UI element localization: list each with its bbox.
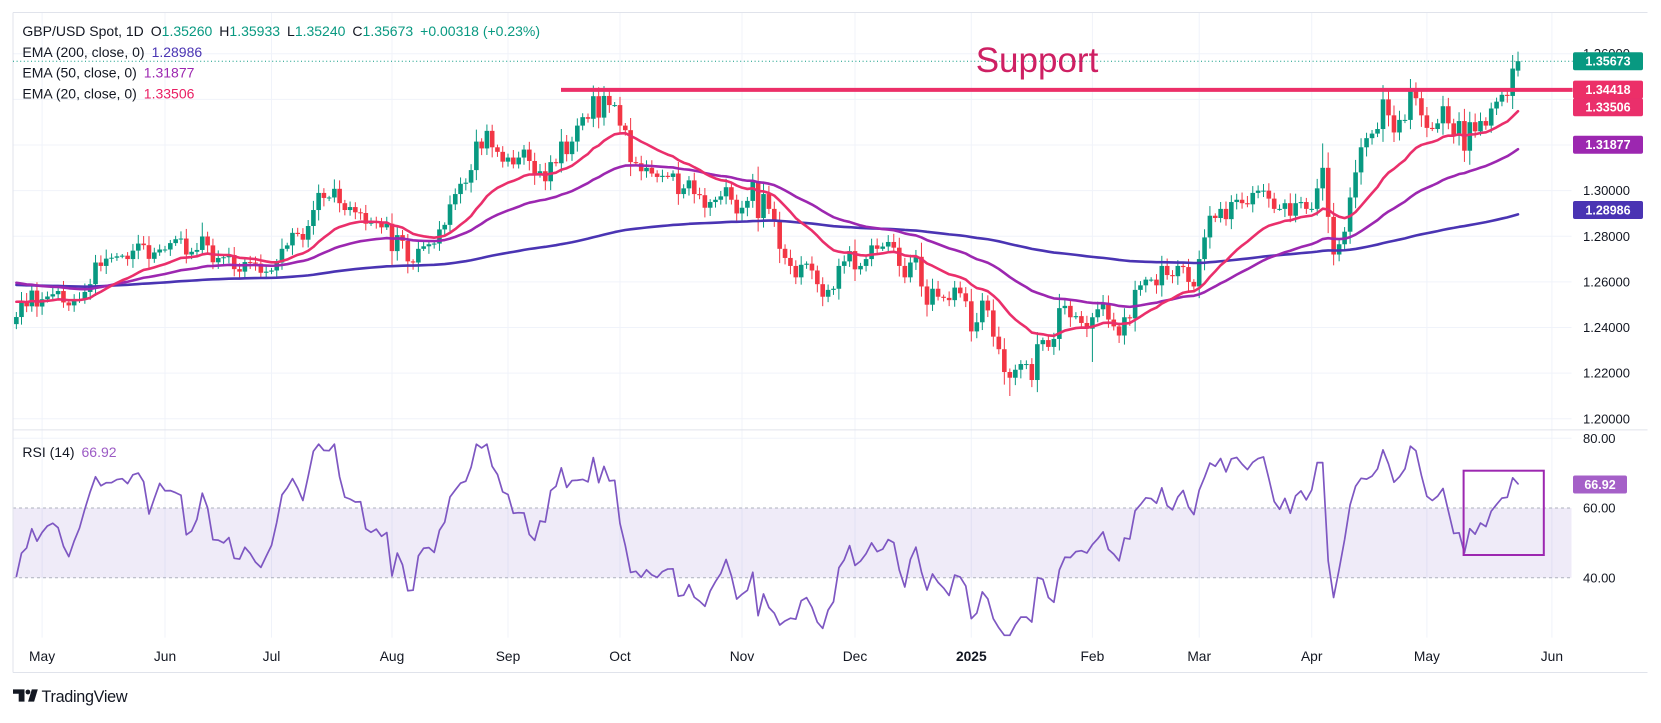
svg-text:May: May [1414, 649, 1440, 664]
svg-text:EMA (200, close, 0) 1.28986: EMA (200, close, 0) 1.28986 [22, 44, 202, 60]
svg-text:1.20000: 1.20000 [1583, 411, 1630, 426]
svg-text:TradingView: TradingView [42, 688, 128, 706]
svg-text:1.30000: 1.30000 [1583, 183, 1630, 198]
svg-text:Feb: Feb [1081, 649, 1105, 664]
svg-text:40.00: 40.00 [1583, 570, 1616, 585]
svg-text:May: May [29, 649, 55, 664]
svg-text:Apr: Apr [1301, 649, 1323, 664]
svg-text:Sep: Sep [496, 649, 521, 664]
svg-text:Aug: Aug [380, 649, 405, 664]
svg-text:1.31877: 1.31877 [1585, 138, 1630, 152]
svg-text:Oct: Oct [609, 649, 631, 664]
svg-text:RSI (14) 66.92: RSI (14) 66.92 [22, 444, 116, 460]
svg-text:2025: 2025 [956, 649, 987, 664]
svg-text:1.28986: 1.28986 [1585, 203, 1630, 217]
svg-text:80.00: 80.00 [1583, 431, 1616, 446]
svg-text:1.24000: 1.24000 [1583, 320, 1630, 335]
svg-text:66.92: 66.92 [1584, 478, 1615, 492]
svg-text:Nov: Nov [730, 649, 755, 664]
svg-text:1.35673: 1.35673 [1585, 55, 1630, 69]
svg-text:1.34418: 1.34418 [1585, 83, 1630, 97]
svg-text:GBP/USD Spot, 1D O1.35260 H1.3: GBP/USD Spot, 1D O1.35260 H1.35933 L1.35… [22, 23, 540, 39]
svg-text:1.26000: 1.26000 [1583, 274, 1630, 289]
svg-text:EMA (50, close, 0) 1.31877: EMA (50, close, 0) 1.31877 [22, 65, 194, 81]
svg-text:Jun: Jun [1541, 649, 1563, 664]
svg-text:1.22000: 1.22000 [1583, 366, 1630, 381]
svg-text:Jun: Jun [154, 649, 176, 664]
svg-text:Support: Support [976, 41, 1099, 80]
svg-text:Dec: Dec [843, 649, 868, 664]
svg-text:Mar: Mar [1187, 649, 1211, 664]
svg-text:EMA (20, close, 0) 1.33506: EMA (20, close, 0) 1.33506 [22, 85, 194, 101]
svg-text:60.00: 60.00 [1583, 501, 1616, 516]
svg-text:1.28000: 1.28000 [1583, 229, 1630, 244]
svg-text:1.33506: 1.33506 [1585, 101, 1630, 115]
svg-text:Jul: Jul [263, 649, 281, 664]
